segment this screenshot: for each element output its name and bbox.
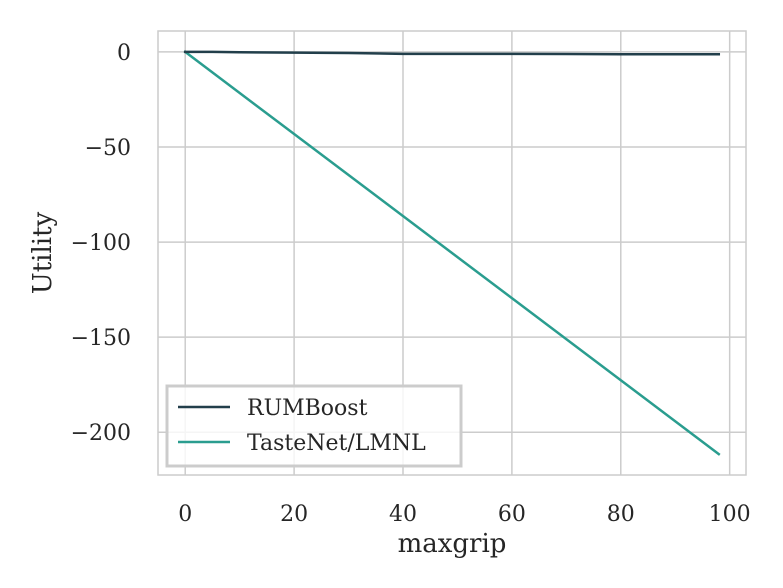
y-tick-label: 0 [117,41,131,66]
series-lines [183,50,721,456]
y-tick-label: −150 [71,326,131,351]
y-tick-labels: 0 −50 −100 −150 −200 [71,41,131,446]
x-tick-label: 40 [389,502,417,527]
y-axis-label: Utility [28,211,58,294]
series-line-tastenet-lmnl [183,50,721,456]
x-tick-label: 60 [498,502,526,527]
legend-label-tastenet-lmnl: TasteNet/LMNL [247,431,426,456]
x-tick-label: 80 [607,502,635,527]
x-tick-labels: 0 20 40 60 80 100 [178,502,750,527]
x-tick-label: 100 [709,502,751,527]
x-tick-label: 20 [280,502,308,527]
legend: RUMBoost TasteNet/LMNL [165,384,463,468]
x-tick-label: 0 [178,502,192,527]
y-tick-label: −50 [85,136,131,161]
y-tick-label: −200 [71,421,131,446]
legend-box [165,384,463,468]
legend-label-rumboost: RUMBoost [247,396,368,421]
plot-frame [157,30,747,476]
x-axis-label: maxgrip [398,529,507,559]
series-line-rumboost [183,50,721,56]
y-tick-label: −100 [71,231,131,256]
